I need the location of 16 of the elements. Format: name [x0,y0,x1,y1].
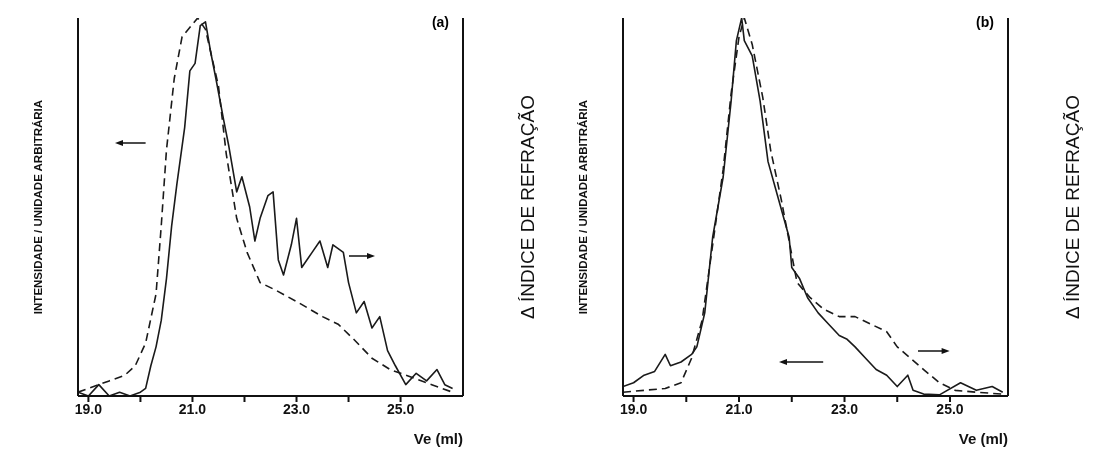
x-tick-label: 23.0 [282,400,311,417]
x-tick-label: 25.0 [936,400,964,417]
y2-axis-title: Δ ÍNDICE DE REFRAÇÃO [1061,95,1083,319]
x-tick-label: 21.0 [725,400,753,417]
x-tick-label: 23.0 [830,400,859,417]
x-axis-title: Ve (ml) [958,430,1008,447]
x-tick-label: 19.0 [619,400,648,417]
x-tick-label: 21.0 [178,400,207,417]
x-axis-title: Ve (ml) [413,430,463,447]
x-tick-label: 19.0 [74,400,103,417]
y2-axis-title: Δ ÍNDICE DE REFRAÇÃO [516,95,538,319]
y-axis-title: INTENSIDADE / UNIDADE ARBITRÁRIA [32,99,45,315]
x-tick-label: 25.0 [386,400,415,417]
y-axis-title: INTENSIDADE / UNIDADE ARBITRÁRIA [577,99,590,315]
chart-title: (b) [976,14,994,30]
chart-title: (a) [431,14,449,30]
